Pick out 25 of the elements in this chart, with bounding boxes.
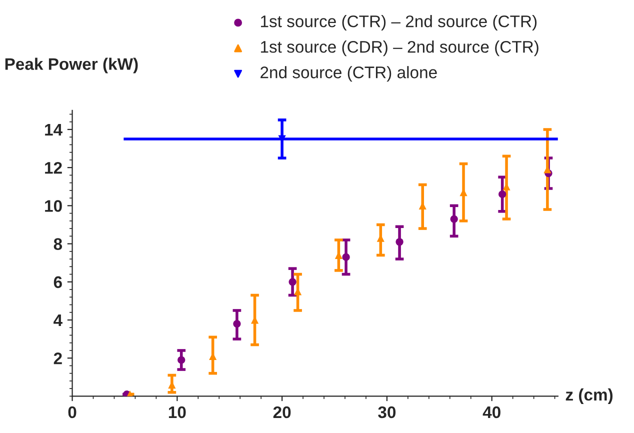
y-tick-label: 14 [45, 124, 62, 136]
y-tick-label: 8 [54, 238, 62, 250]
y-tick-label: 2 [54, 352, 62, 364]
y-tick-label: 12 [45, 162, 62, 174]
x-axis-title: z (cm) [566, 388, 613, 404]
legend-label: 1st source (CDR) – 2nd source (CTR) [260, 40, 538, 56]
point [498, 190, 506, 198]
point [396, 238, 404, 246]
x-tick-label: 40 [482, 406, 500, 418]
point [178, 356, 186, 364]
point [450, 215, 458, 223]
point [126, 390, 134, 396]
y-axis-title: Peak Power (kW) [5, 58, 138, 74]
x-tick-label: 10 [168, 406, 186, 418]
legend-label: 2nd source (CTR) alone [260, 66, 437, 82]
y-tick-label: 4 [54, 314, 62, 326]
point [233, 320, 241, 328]
x-tick-label: 20 [273, 406, 291, 418]
y-tick-label: 10 [45, 200, 62, 212]
point [342, 253, 350, 261]
point [288, 278, 296, 286]
legend-label: 1st source (CTR) – 2nd source (CTR) [260, 15, 537, 31]
x-tick-label: 30 [378, 406, 396, 418]
y-tick-label: 6 [54, 276, 62, 288]
x-tick-label: 0 [68, 406, 76, 418]
